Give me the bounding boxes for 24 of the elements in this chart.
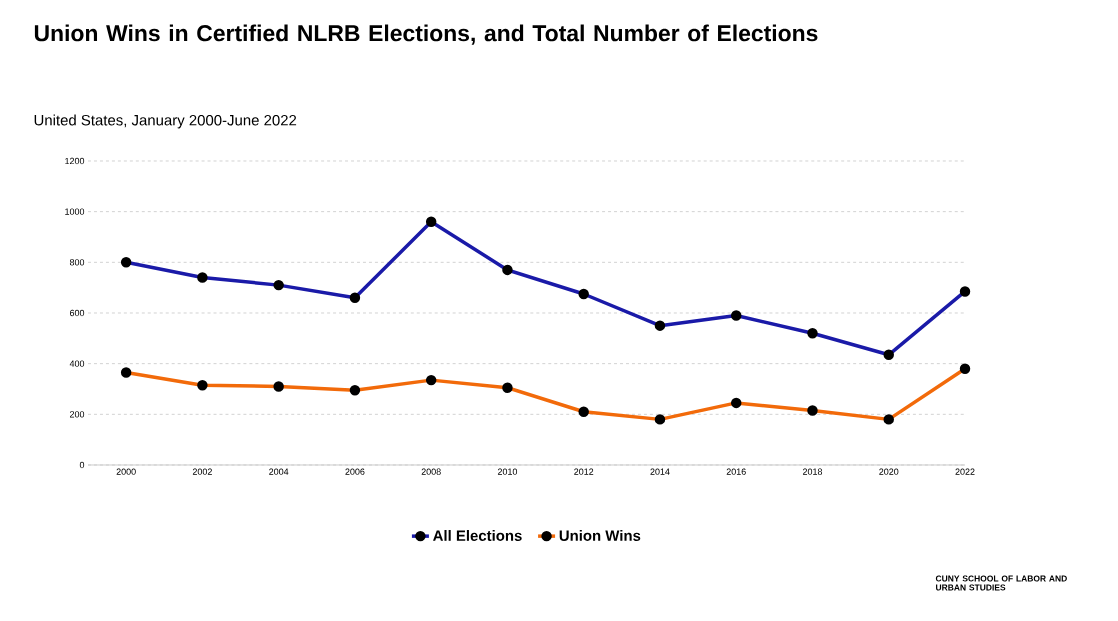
- y-tick-label: 1000: [65, 208, 85, 215]
- legend-label: Union Wins: [559, 529, 641, 541]
- x-tick-label: 2004: [269, 468, 289, 475]
- x-tick-label: 2016: [726, 468, 746, 475]
- y-tick-label: 1200: [65, 157, 85, 165]
- y-tick-label: 600: [69, 309, 85, 317]
- chart-title: Union Wins in Certified NLRB Elections, and Total Number of Elections: [34, 24, 818, 45]
- y-tick-label: 400: [69, 360, 85, 367]
- x-tick-label: 2020: [879, 468, 899, 475]
- x-tick-label: 2000: [116, 468, 136, 475]
- x-tick-label: 2008: [421, 468, 441, 475]
- x-tick-label: 2022: [955, 468, 975, 475]
- chart-subtitle: United States, January 2000-June 2022: [34, 114, 297, 129]
- x-tick-label: 2006: [345, 468, 365, 475]
- legend-label: All Elections: [433, 529, 522, 541]
- y-tick-label: 200: [69, 411, 85, 418]
- x-tick-label: 2012: [574, 468, 594, 475]
- y-tick-label: 0: [79, 461, 85, 469]
- x-tick-label: 2018: [802, 468, 823, 475]
- x-tick-label: 2010: [497, 468, 518, 475]
- text: CUNY SCHOOL OF LABOR AND URBAN STUDIES: [935, 575, 1067, 591]
- x-tick-label: 2002: [192, 468, 212, 475]
- x-tick-label: 2014: [650, 468, 670, 475]
- y-tick-label: 800: [69, 259, 85, 266]
